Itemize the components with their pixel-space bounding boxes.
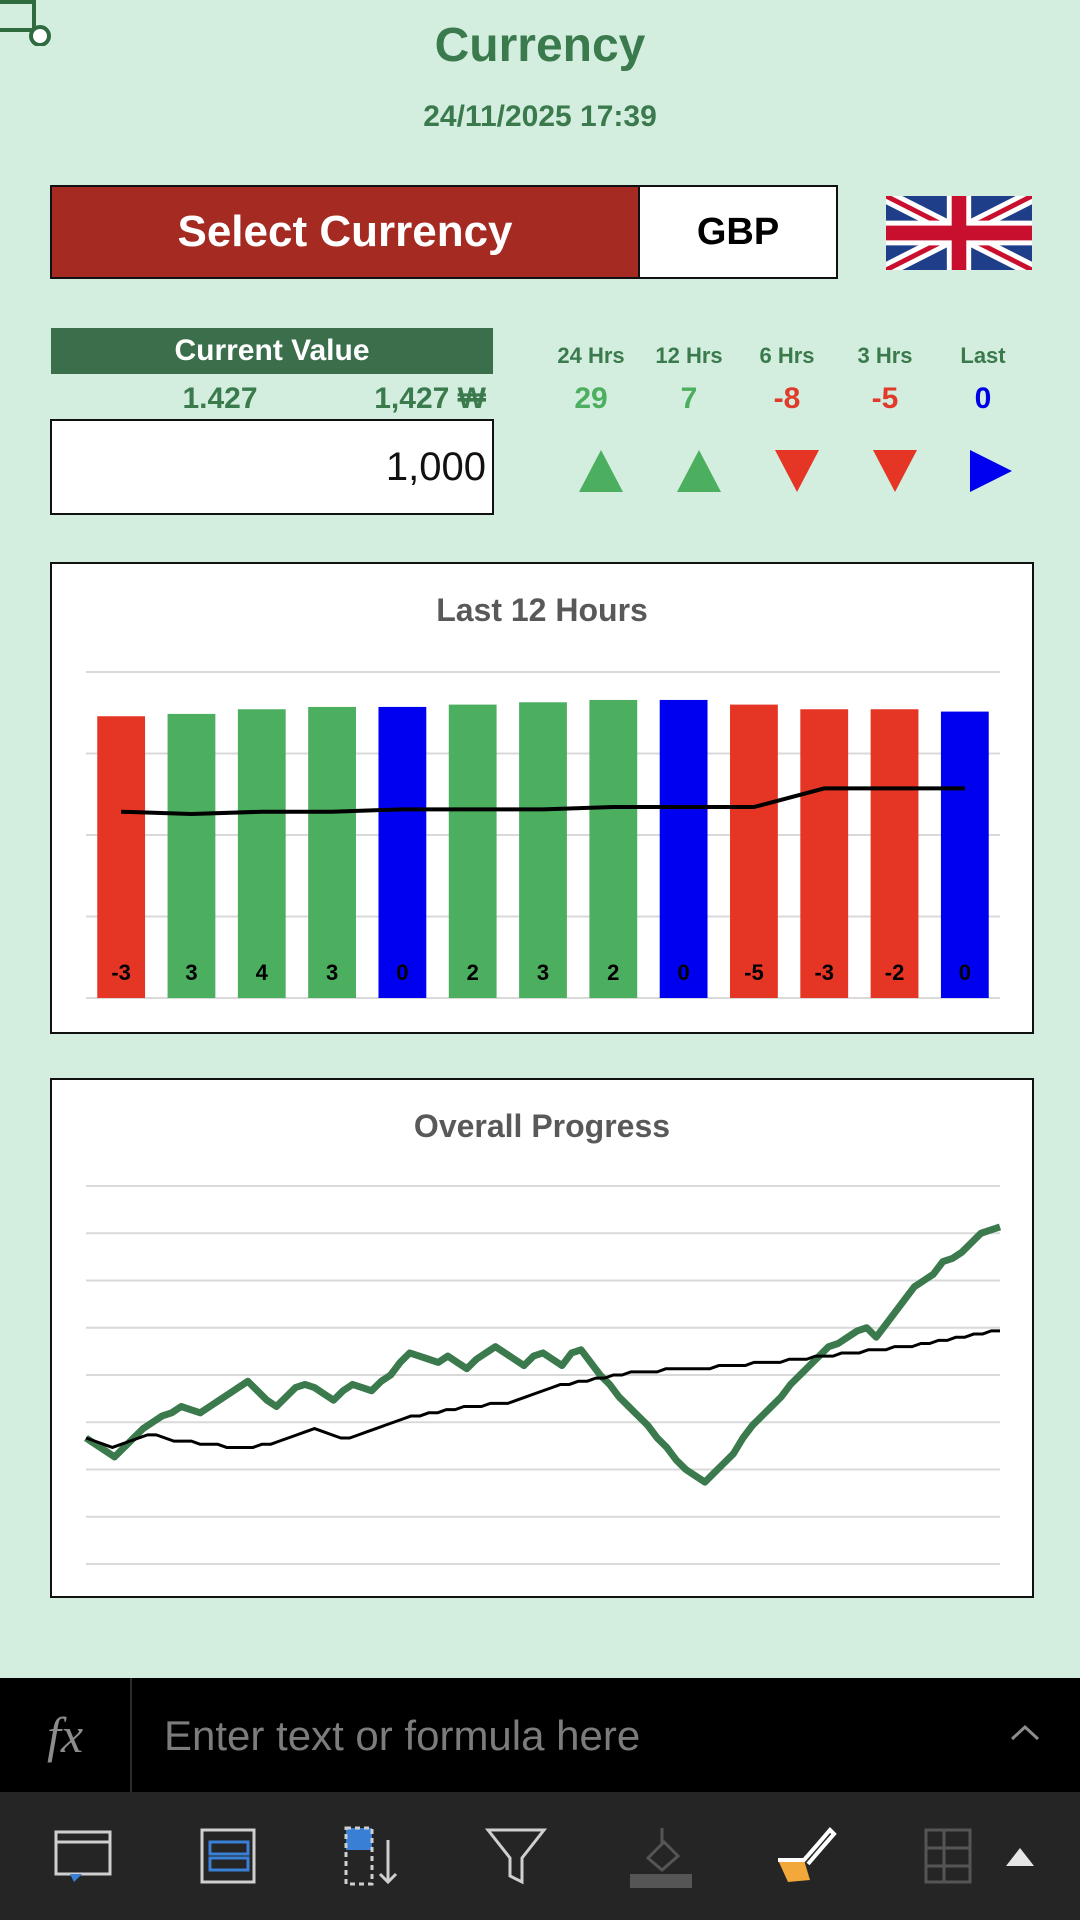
bar-label: -3	[111, 960, 131, 985]
chart-overall-progress: Overall Progress	[50, 1078, 1034, 1598]
bar	[378, 706, 427, 998]
currency-code-cell[interactable]: GBP	[638, 185, 838, 279]
cell-selection-handle-icon[interactable]	[0, 0, 54, 46]
period-label-12h: 12 Hrs	[655, 343, 723, 368]
line-chart-svg	[84, 1185, 1002, 1565]
uk-flag-icon	[886, 196, 1032, 270]
bar-chart-svg: -3 3 4 3 0 2 3 2 0 -5 -3 -2 0	[86, 671, 1000, 999]
freeze-panes-icon[interactable]	[48, 1820, 120, 1892]
formula-bar: fx	[0, 1678, 1080, 1792]
page-title: Currency	[434, 19, 646, 72]
bar-label: -5	[744, 960, 764, 985]
chart-title: Last 12 Hours	[436, 592, 648, 628]
period-label-3h: 3 Hrs	[857, 343, 913, 368]
period-value-last: 0	[974, 382, 992, 415]
amount-input[interactable]	[50, 419, 494, 515]
period-label-24h: 24 Hrs	[557, 343, 625, 368]
table-icon[interactable]	[912, 1820, 984, 1892]
bar	[659, 699, 708, 998]
fill-color-icon[interactable]	[624, 1820, 696, 1892]
bar-label: 3	[185, 960, 197, 985]
period-value-24h: 29	[574, 382, 608, 415]
chevron-up-icon[interactable]	[1000, 1708, 1050, 1758]
bar-label: 2	[467, 960, 479, 985]
period-value-3h: -5	[871, 382, 899, 415]
bar-label: 2	[607, 960, 619, 985]
format-painter-icon[interactable]	[768, 1820, 840, 1892]
bar-label: 0	[677, 960, 689, 985]
baseline-line	[85, 1329, 1000, 1449]
up-arrow-icon	[677, 450, 721, 492]
period-label-last: Last	[960, 343, 1006, 368]
up-arrow-icon	[579, 450, 623, 492]
down-arrow-icon	[873, 450, 917, 492]
current-value-header: Current Value	[51, 328, 493, 374]
wrap-rows-icon[interactable]	[192, 1820, 264, 1892]
trend-line	[121, 786, 965, 817]
bar	[167, 713, 216, 998]
bar-label: -3	[814, 960, 834, 985]
bar	[519, 702, 567, 998]
right-arrow-icon	[970, 450, 1012, 492]
sort-icon[interactable]	[336, 1820, 408, 1892]
bar	[589, 699, 638, 998]
bar-label: 4	[256, 960, 269, 985]
bar-label: -2	[885, 960, 905, 985]
period-label-6h: 6 Hrs	[759, 343, 815, 368]
period-value-12h: 7	[680, 382, 698, 415]
bar	[237, 709, 286, 998]
chart-title: Overall Progress	[413, 1108, 671, 1144]
progress-line	[84, 1223, 1002, 1486]
exchange-rate: 1.427	[182, 382, 258, 415]
bar-label: 0	[396, 960, 408, 985]
bar-label: 3	[537, 960, 549, 985]
select-currency-button[interactable]: Select Currency	[50, 185, 640, 279]
converted-value: 1,427 ₩	[330, 382, 486, 416]
chart-last-12-hours: Last 12 Hours -3 3 4 3 0 2 3 2 0 -5 -3 -2 0	[50, 562, 1034, 1034]
bar	[940, 711, 989, 998]
bar-label: 3	[326, 960, 338, 985]
bar	[448, 704, 497, 998]
bottom-toolbar	[0, 1792, 1080, 1920]
bar-label: 0	[959, 960, 971, 985]
converted-amount: 1,427	[374, 382, 450, 415]
timestamp: 24/11/2025 17:39	[423, 100, 657, 133]
currency-symbol: ₩	[457, 382, 486, 415]
formula-input[interactable]	[162, 1706, 966, 1766]
down-arrow-icon	[775, 450, 819, 492]
bar	[870, 709, 919, 998]
period-value-6h: -8	[773, 382, 801, 415]
filter-icon[interactable]	[480, 1820, 552, 1892]
bar	[308, 706, 356, 998]
bar	[97, 716, 146, 998]
expand-up-icon[interactable]	[1000, 1838, 1040, 1878]
bar	[800, 709, 849, 998]
fx-icon[interactable]: fx	[0, 1678, 132, 1792]
bar	[730, 704, 778, 998]
